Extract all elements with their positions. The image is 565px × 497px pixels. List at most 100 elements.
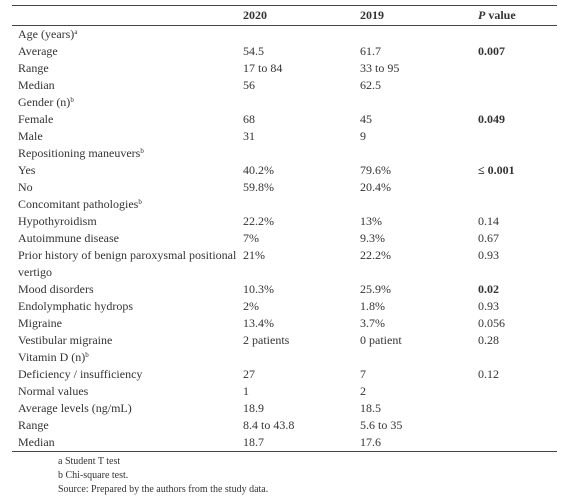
table-header: 2020 2019 P value [12, 5, 557, 26]
cell-2019: 20.4% [360, 180, 391, 194]
header-italic: P [478, 8, 486, 22]
row-label: Autoimmune disease [18, 231, 119, 245]
cell-2019: 9.3% [360, 231, 385, 245]
data-row: Yes 40.2% 79.6% ≤ 0.001 [12, 162, 557, 179]
cell-2019: 18.5 [360, 401, 381, 415]
cell-p [478, 417, 557, 434]
cell-2019: 1.8% [360, 299, 385, 313]
cell-2020: 18.7 [243, 434, 360, 452]
row-label: Female [18, 112, 54, 126]
cell-p: 0.049 [478, 111, 557, 128]
cell-2019: 17.6 [360, 434, 478, 452]
cell-2019: 61.7 [360, 44, 381, 58]
section-title: Vitamin D (n)b [12, 349, 557, 366]
data-row: Hypothyroidism 22.2% 13% 0.14 [12, 213, 557, 230]
data-row: Male 31 9 [12, 128, 557, 145]
cell-2019: 45 [360, 112, 372, 126]
row-label: Yes [18, 163, 36, 177]
footnote-marker: b [70, 96, 74, 104]
cell-2020: 8.4 to 43.8 [243, 418, 295, 432]
row-label: Male [18, 129, 43, 143]
row-label: Deficiency / insufficiency [18, 367, 143, 381]
p-value: 0.049 [478, 112, 505, 126]
header-text: value [488, 8, 516, 22]
header-cell: 2019 [360, 5, 478, 26]
cell-2020: 7% [243, 231, 259, 245]
cell-2020: 27 [243, 367, 255, 381]
cell-2019: 7 [360, 367, 366, 381]
section-row: Concomitant pathologiesb [12, 196, 557, 213]
row-label: Normal values [18, 384, 89, 398]
footnotes: a Student T test b Chi-square test. Source… [58, 455, 268, 497]
cell-2019: 9 [360, 129, 366, 143]
data-row: Normal values 1 2 [12, 383, 557, 400]
cell-p: 0.12 [478, 366, 557, 383]
footnote-marker: a [74, 28, 78, 36]
data-row: Autoimmune disease 7% 9.3% 0.67 [12, 230, 557, 247]
footnote-marker: b [85, 351, 89, 359]
cell-p: ≤ 0.001 [478, 162, 557, 179]
cell-2020: 31 [243, 129, 255, 143]
cell-p [478, 179, 557, 196]
table-body: Age (years)a Average 54.5 61.7 0.007 Range 17 … [12, 26, 557, 452]
data-row: Migraine 13.4% 3.7% 0.056 [12, 315, 557, 332]
cell-p: 0.93 [478, 247, 557, 281]
row-label: Median [18, 78, 55, 92]
section-title-text: Gender (n) [18, 95, 71, 109]
row-label: Migraine [18, 316, 62, 330]
cell-p: 0.14 [478, 213, 557, 230]
cell-p: 0.02 [478, 281, 557, 298]
footnote: a Student T test [58, 456, 121, 467]
cell-2020: 17 to 84 [243, 61, 283, 75]
cell-p [478, 60, 557, 77]
cell-2020: 56 [243, 78, 255, 92]
section-title: Repositioning maneuversb [12, 145, 557, 162]
cell-2019: 33 to 95 [360, 61, 400, 75]
data-row: Endolymphatic hydrops 2% 1.8% 0.93 [12, 298, 557, 315]
p-value: 0.02 [478, 282, 499, 296]
data-row: Female 68 45 0.049 [12, 111, 557, 128]
cell-2020: 10.3% [243, 282, 274, 296]
p-value: 0.93 [478, 299, 499, 313]
cell-2019: 3.7% [360, 316, 385, 330]
cell-2020: 13.4% [243, 316, 274, 330]
cell-2020: 59.8% [243, 180, 274, 194]
section-row: Age (years)a [12, 26, 557, 44]
cell-2019: 5.6 to 35 [360, 418, 403, 432]
section-row: Gender (n)b [12, 94, 557, 111]
data-row: Median 18.7 17.6 [12, 434, 557, 452]
row-label: Mood disorders [18, 282, 94, 296]
p-value: 0.67 [478, 231, 499, 245]
cell-2020: 54.5 [243, 44, 264, 58]
section-title: Concomitant pathologiesb [12, 196, 557, 213]
row-label: No [18, 180, 33, 194]
p-value: 0.007 [478, 44, 505, 58]
p-value: 0.056 [478, 316, 505, 330]
footnote-marker: b [140, 147, 144, 155]
footnote: Source: Prepared by the authors from the… [58, 484, 269, 495]
cell-p: 0.28 [478, 332, 557, 349]
section-title-text: Vitamin D (n) [18, 350, 86, 364]
cell-2019: 62.5 [360, 78, 381, 92]
header-cell: 2020 [243, 5, 360, 26]
data-row: Deficiency / insufficiency 27 7 0.12 [12, 366, 557, 383]
cell-2019: 25.9% [360, 282, 391, 296]
cell-2019: 13% [360, 214, 382, 228]
cell-2019: 2 [360, 384, 366, 398]
row-label: Range [18, 418, 49, 432]
section-title: Age (years)a [12, 26, 557, 44]
data-row: Vestibular migraine 2 patients 0 patient 0.… [12, 332, 557, 349]
data-row: Range 8.4 to 43.8 5.6 to 35 [12, 417, 557, 434]
header-blank [12, 5, 243, 26]
section-row: Vitamin D (n)b [12, 349, 557, 366]
section-title-text: Repositioning maneuvers [18, 146, 141, 160]
row-label: Endolymphatic hydrops [18, 299, 133, 313]
cell-2020: 1 [243, 384, 249, 398]
section-row: Repositioning maneuversb [12, 145, 557, 162]
cell-2019: 22.2% [360, 248, 391, 262]
p-value: 0.14 [478, 214, 499, 228]
cell-p: 0.67 [478, 230, 557, 247]
header-row: 2020 2019 P value [12, 5, 557, 26]
cell-p [478, 77, 557, 94]
row-label: Prior history of benign paroxysmal posit… [18, 248, 237, 279]
